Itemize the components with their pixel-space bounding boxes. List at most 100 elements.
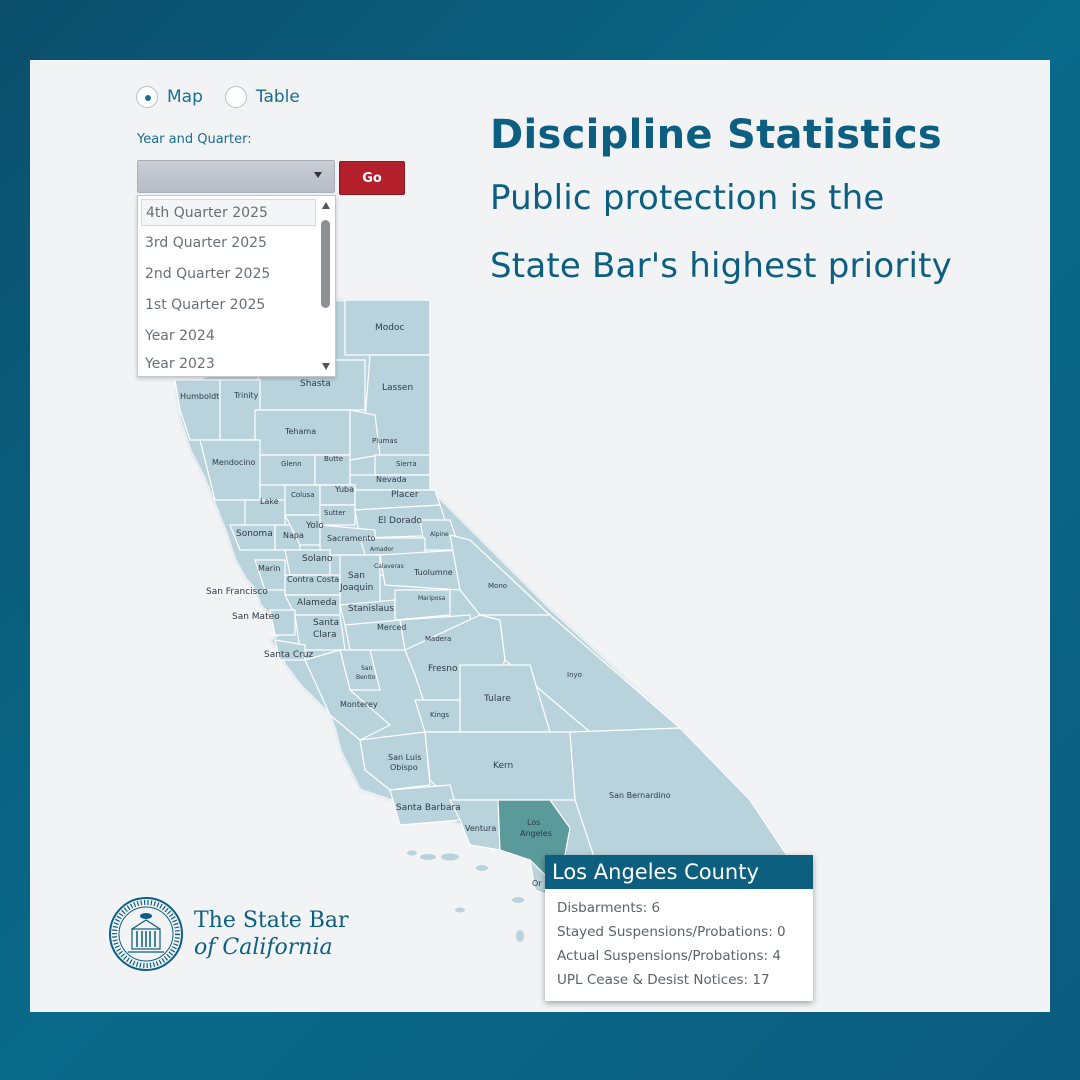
- label-santa-clara: Santa: [313, 618, 339, 628]
- tooltip-row-disbarments: Disbarments: 6: [557, 900, 661, 916]
- radio-map-indicator[interactable]: [136, 86, 158, 108]
- radio-map[interactable]: Map: [136, 86, 203, 108]
- county-monterey[interactable]: [304, 649, 392, 741]
- label-napa: Napa: [283, 531, 304, 540]
- label-san-luis-obispo-2: Obispo: [390, 763, 418, 772]
- scroll-down-arrow-icon[interactable]: [322, 363, 330, 370]
- label-tehama: Tehama: [284, 427, 316, 436]
- label-tuolumne: Tuolumne: [413, 568, 453, 577]
- radio-table-indicator[interactable]: [224, 86, 247, 108]
- county-mariposa[interactable]: [394, 589, 451, 621]
- radio-table[interactable]: Table: [224, 86, 300, 108]
- label-yolo: Yolo: [305, 521, 324, 531]
- county-humboldt[interactable]: [174, 379, 221, 441]
- year-quarter-select[interactable]: [137, 160, 335, 193]
- label-kings: Kings: [430, 711, 449, 719]
- year-quarter-label: Year and Quarter:: [137, 132, 252, 147]
- year-quarter-dropdown[interactable]: 4th Quarter 2025 3rd Quarter 2025 2nd Qu…: [137, 195, 336, 377]
- label-los-angeles: Los: [527, 818, 540, 827]
- state-bar-seal-icon: [109, 897, 183, 971]
- label-san-joaquin: San: [348, 571, 365, 581]
- view-toggle: Map Table: [136, 86, 322, 108]
- label-san-luis-obispo: San Luis: [388, 753, 421, 762]
- label-san-joaquin-2: Joaquin: [339, 583, 373, 593]
- dropdown-option[interactable]: 1st Quarter 2025: [145, 297, 266, 313]
- label-santa-barbara: Santa Barbara: [396, 803, 461, 813]
- tooltip-row-upl: UPL Cease & Desist Notices: 17: [557, 972, 770, 988]
- page-title: Discipline Statistics: [490, 112, 942, 158]
- label-marin: Marin: [258, 564, 280, 573]
- state-bar-logo: The State Bar of California: [108, 896, 349, 972]
- county-labels: Modoc Lassen Shasta Humboldt Trinity Teh…: [180, 323, 671, 888]
- dropdown-option[interactable]: Year 2024: [145, 328, 215, 344]
- logo-line-1: The State Bar: [194, 908, 349, 933]
- county-san-luis-obispo[interactable]: [359, 731, 431, 791]
- label-los-angeles-2: Angeles: [520, 829, 552, 838]
- label-ventura: Ventura: [465, 824, 496, 833]
- label-santa-cruz: Santa Cruz: [264, 650, 314, 660]
- dropdown-scrollbar[interactable]: [320, 200, 332, 372]
- logo-line-2: of California: [194, 935, 333, 960]
- label-sonoma: Sonoma: [236, 529, 273, 539]
- label-madera: Madera: [425, 635, 451, 643]
- content-panel: Modoc Lassen Shasta Humboldt Trinity Teh…: [30, 60, 1050, 1012]
- label-fresno: Fresno: [428, 664, 458, 674]
- label-alpine: Alpine: [430, 531, 449, 538]
- label-glenn: Glenn: [281, 460, 302, 468]
- label-lake: Lake: [260, 497, 279, 506]
- label-san-bernardino: San Bernardino: [609, 791, 671, 800]
- scroll-up-arrow-icon[interactable]: [322, 202, 330, 209]
- label-trinity: Trinity: [233, 391, 259, 400]
- radio-table-label[interactable]: Table: [255, 87, 300, 107]
- label-contra-costa: Contra Costa: [287, 575, 339, 584]
- scroll-thumb[interactable]: [321, 220, 330, 308]
- label-sacramento: Sacramento: [327, 534, 375, 543]
- label-inyo: Inyo: [567, 671, 582, 679]
- dropdown-option[interactable]: Year 2023: [145, 356, 215, 372]
- label-san-benito-2: Benito: [356, 674, 376, 681]
- label-yuba: Yuba: [334, 485, 354, 494]
- label-butte: Butte: [324, 455, 343, 463]
- label-shasta: Shasta: [300, 379, 331, 389]
- label-humboldt: Humboldt: [180, 392, 219, 401]
- tooltip-row-stayed: Stayed Suspensions/Probations: 0: [557, 924, 786, 940]
- county-san-mateo[interactable]: [269, 609, 296, 636]
- county-colusa[interactable]: [284, 484, 321, 516]
- label-solano: Solano: [302, 554, 333, 564]
- dropdown-option[interactable]: 2nd Quarter 2025: [145, 266, 271, 282]
- radio-map-label[interactable]: Map: [167, 87, 203, 107]
- california-county-map[interactable]: Modoc Lassen Shasta Humboldt Trinity Teh…: [30, 60, 1050, 1012]
- dropdown-option[interactable]: 4th Quarter 2025: [141, 199, 316, 226]
- label-mono: Mono: [488, 582, 507, 590]
- label-sutter: Sutter: [324, 509, 346, 517]
- county-tooltip: Los Angeles County Disbarments: 6 Stayed…: [545, 855, 813, 1001]
- channel-islands: [407, 850, 524, 942]
- subtitle-line-1: Public protection is the: [490, 178, 885, 218]
- label-colusa: Colusa: [291, 491, 315, 499]
- chevron-down-icon[interactable]: [314, 172, 322, 178]
- go-button[interactable]: Go: [339, 161, 405, 195]
- label-kern: Kern: [493, 761, 513, 771]
- label-stanislaus: Stanislaus: [348, 604, 394, 614]
- label-san-benito: San: [361, 665, 372, 672]
- county-trinity[interactable]: [219, 379, 261, 441]
- label-mendocino: Mendocino: [212, 458, 256, 467]
- label-san-mateo: San Mateo: [232, 612, 280, 622]
- tooltip-title: Los Angeles County: [545, 855, 813, 889]
- label-monterey: Monterey: [340, 700, 378, 709]
- label-tulare: Tulare: [483, 694, 511, 704]
- label-modoc: Modoc: [375, 323, 404, 333]
- counties: [174, 299, 791, 901]
- label-plumas: Plumas: [372, 437, 398, 445]
- label-san-francisco: San Francisco: [206, 587, 268, 597]
- county-ventura[interactable]: [449, 799, 501, 851]
- label-amador: Amador: [370, 546, 394, 553]
- county-plumas[interactable]: [349, 409, 381, 461]
- label-santa-clara-2: Clara: [313, 630, 337, 640]
- label-lassen: Lassen: [382, 383, 413, 393]
- label-placer: Placer: [391, 490, 419, 500]
- label-mariposa: Mariposa: [418, 595, 446, 602]
- label-sierra: Sierra: [396, 460, 417, 468]
- dropdown-option[interactable]: 3rd Quarter 2025: [145, 235, 267, 251]
- label-alameda: Alameda: [297, 598, 337, 608]
